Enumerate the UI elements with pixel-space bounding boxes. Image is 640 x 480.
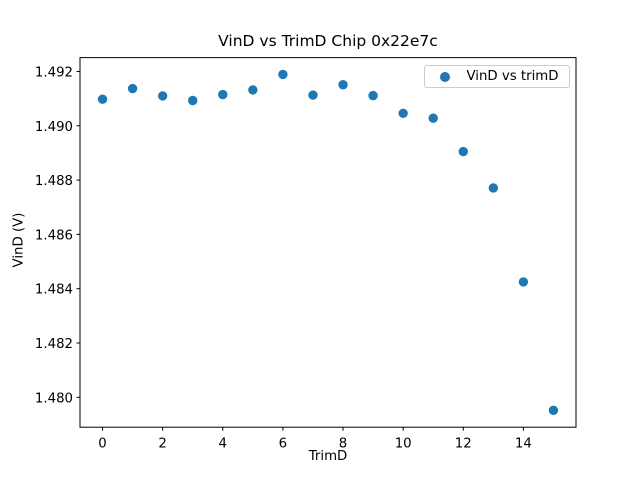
y-tick-label: 1.480 xyxy=(35,391,73,406)
data-point xyxy=(188,95,198,106)
x-tick-label: 14 xyxy=(515,437,532,452)
y-tick-label: 1.492 xyxy=(35,65,73,80)
data-point xyxy=(398,108,408,118)
axes-box xyxy=(79,57,577,428)
data-point xyxy=(157,91,168,101)
x-tick-label: 4 xyxy=(219,437,227,452)
x-tick-label: 2 xyxy=(158,437,166,452)
data-point xyxy=(127,83,138,94)
x-tick-label: 8 xyxy=(339,437,347,452)
data-point xyxy=(218,89,228,100)
x-axis-label: TrimD xyxy=(308,449,348,464)
x-tick-label: 12 xyxy=(455,437,472,452)
data-point xyxy=(518,277,529,287)
x-tick-label: 10 xyxy=(395,437,412,452)
x-tick-label: 0 xyxy=(98,437,106,452)
data-point xyxy=(248,85,258,95)
data-point xyxy=(458,146,468,157)
legend-label: VinD vs trimD xyxy=(466,69,559,84)
data-point xyxy=(488,183,499,193)
y-tick-label: 1.486 xyxy=(35,228,73,243)
y-tick-label: 1.484 xyxy=(35,283,73,298)
data-point xyxy=(278,69,288,80)
data-point xyxy=(428,113,438,123)
data-point xyxy=(548,405,559,416)
y-axis-label: VinD (V) xyxy=(11,212,27,268)
y-tick-label: 1.482 xyxy=(35,337,73,352)
y-tick-label: 1.490 xyxy=(35,120,73,135)
data-point xyxy=(338,80,348,90)
data-point xyxy=(368,90,378,101)
x-tick-label: 6 xyxy=(279,437,287,452)
legend: VinD vs trimD xyxy=(423,65,570,88)
data-point xyxy=(308,90,318,100)
legend-marker-dot-icon xyxy=(439,71,450,82)
data-point xyxy=(97,94,108,104)
y-tick-label: 1.488 xyxy=(35,174,73,189)
chart-title: VinD vs TrimD Chip 0x22e7c xyxy=(218,32,438,50)
